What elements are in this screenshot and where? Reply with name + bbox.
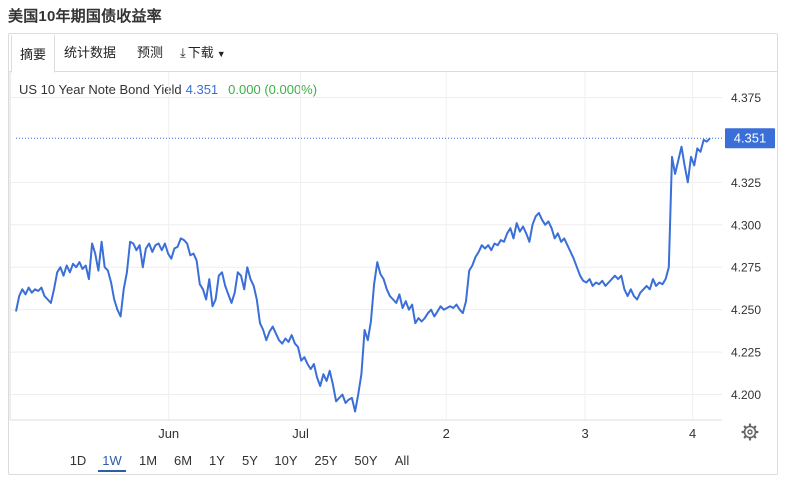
legend-last-value: 4.351: [186, 82, 219, 97]
tab-forecast[interactable]: 预测: [137, 45, 164, 60]
legend-change: 0.000 (0.000%): [228, 82, 317, 97]
x-tick-label: 4: [689, 426, 696, 441]
x-tick-label: Jul: [292, 426, 309, 441]
range-button-25y[interactable]: 25Y: [314, 453, 338, 468]
y-tick-label: 4.200: [731, 388, 761, 402]
x-axis-ticks: Jun Jul 2 3 4: [158, 426, 696, 441]
range-button-1w[interactable]: 1W: [98, 453, 126, 472]
range-button-1d[interactable]: 1D: [69, 453, 87, 468]
last-value-badge-bg: [725, 128, 775, 149]
tab-download-label: 下载: [187, 45, 214, 60]
range-button-10y[interactable]: 10Y: [274, 453, 298, 468]
y-tick-label: 4.375: [731, 91, 761, 105]
last-value-badge: 4.351: [725, 128, 775, 149]
range-button-1y[interactable]: 1Y: [209, 453, 225, 468]
range-button-all[interactable]: All: [394, 453, 410, 468]
page-title: 美国10年期国债收益率: [8, 8, 162, 25]
range-button-50y[interactable]: 50Y: [354, 453, 378, 468]
y-tick-label: 4.275: [731, 261, 761, 275]
gear-icon[interactable]: [741, 423, 759, 441]
range-button-1m[interactable]: 1M: [138, 453, 158, 468]
series-line: [15, 137, 711, 413]
download-icon: ⤓: [180, 45, 186, 60]
tab-statistics[interactable]: 统计数据: [64, 45, 117, 60]
last-value-badge-text: 4.351: [734, 131, 767, 146]
grid-lines: [10, 72, 722, 420]
y-axis-ticks: 4.375 4.325 4.300 4.275 4.250 4.225 4.200: [731, 91, 761, 402]
y-tick-label: 4.325: [731, 176, 761, 190]
legend-series-name: US 10 Year Note Bond Yield: [19, 82, 182, 97]
x-tick-label: 3: [581, 426, 588, 441]
range-button-5y[interactable]: 5Y: [242, 453, 258, 468]
y-tick-label: 4.300: [731, 218, 761, 232]
x-tick-label: 2: [443, 426, 450, 441]
y-tick-label: 4.250: [731, 303, 761, 317]
tab-download[interactable]: ⤓ 下载 ▼: [180, 34, 226, 72]
caret-down-icon: ▼: [216, 49, 226, 59]
y-tick-label: 4.225: [731, 346, 761, 360]
chart-panel: 摘要 统计数据 预测 ⤓ 下载 ▼: [8, 33, 778, 475]
x-tick-label: Jun: [158, 426, 179, 441]
range-button-6m[interactable]: 6M: [173, 453, 193, 468]
tab-bar: 摘要 统计数据 预测 ⤓ 下载 ▼: [9, 34, 777, 73]
tab-summary[interactable]: 摘要: [11, 34, 56, 73]
